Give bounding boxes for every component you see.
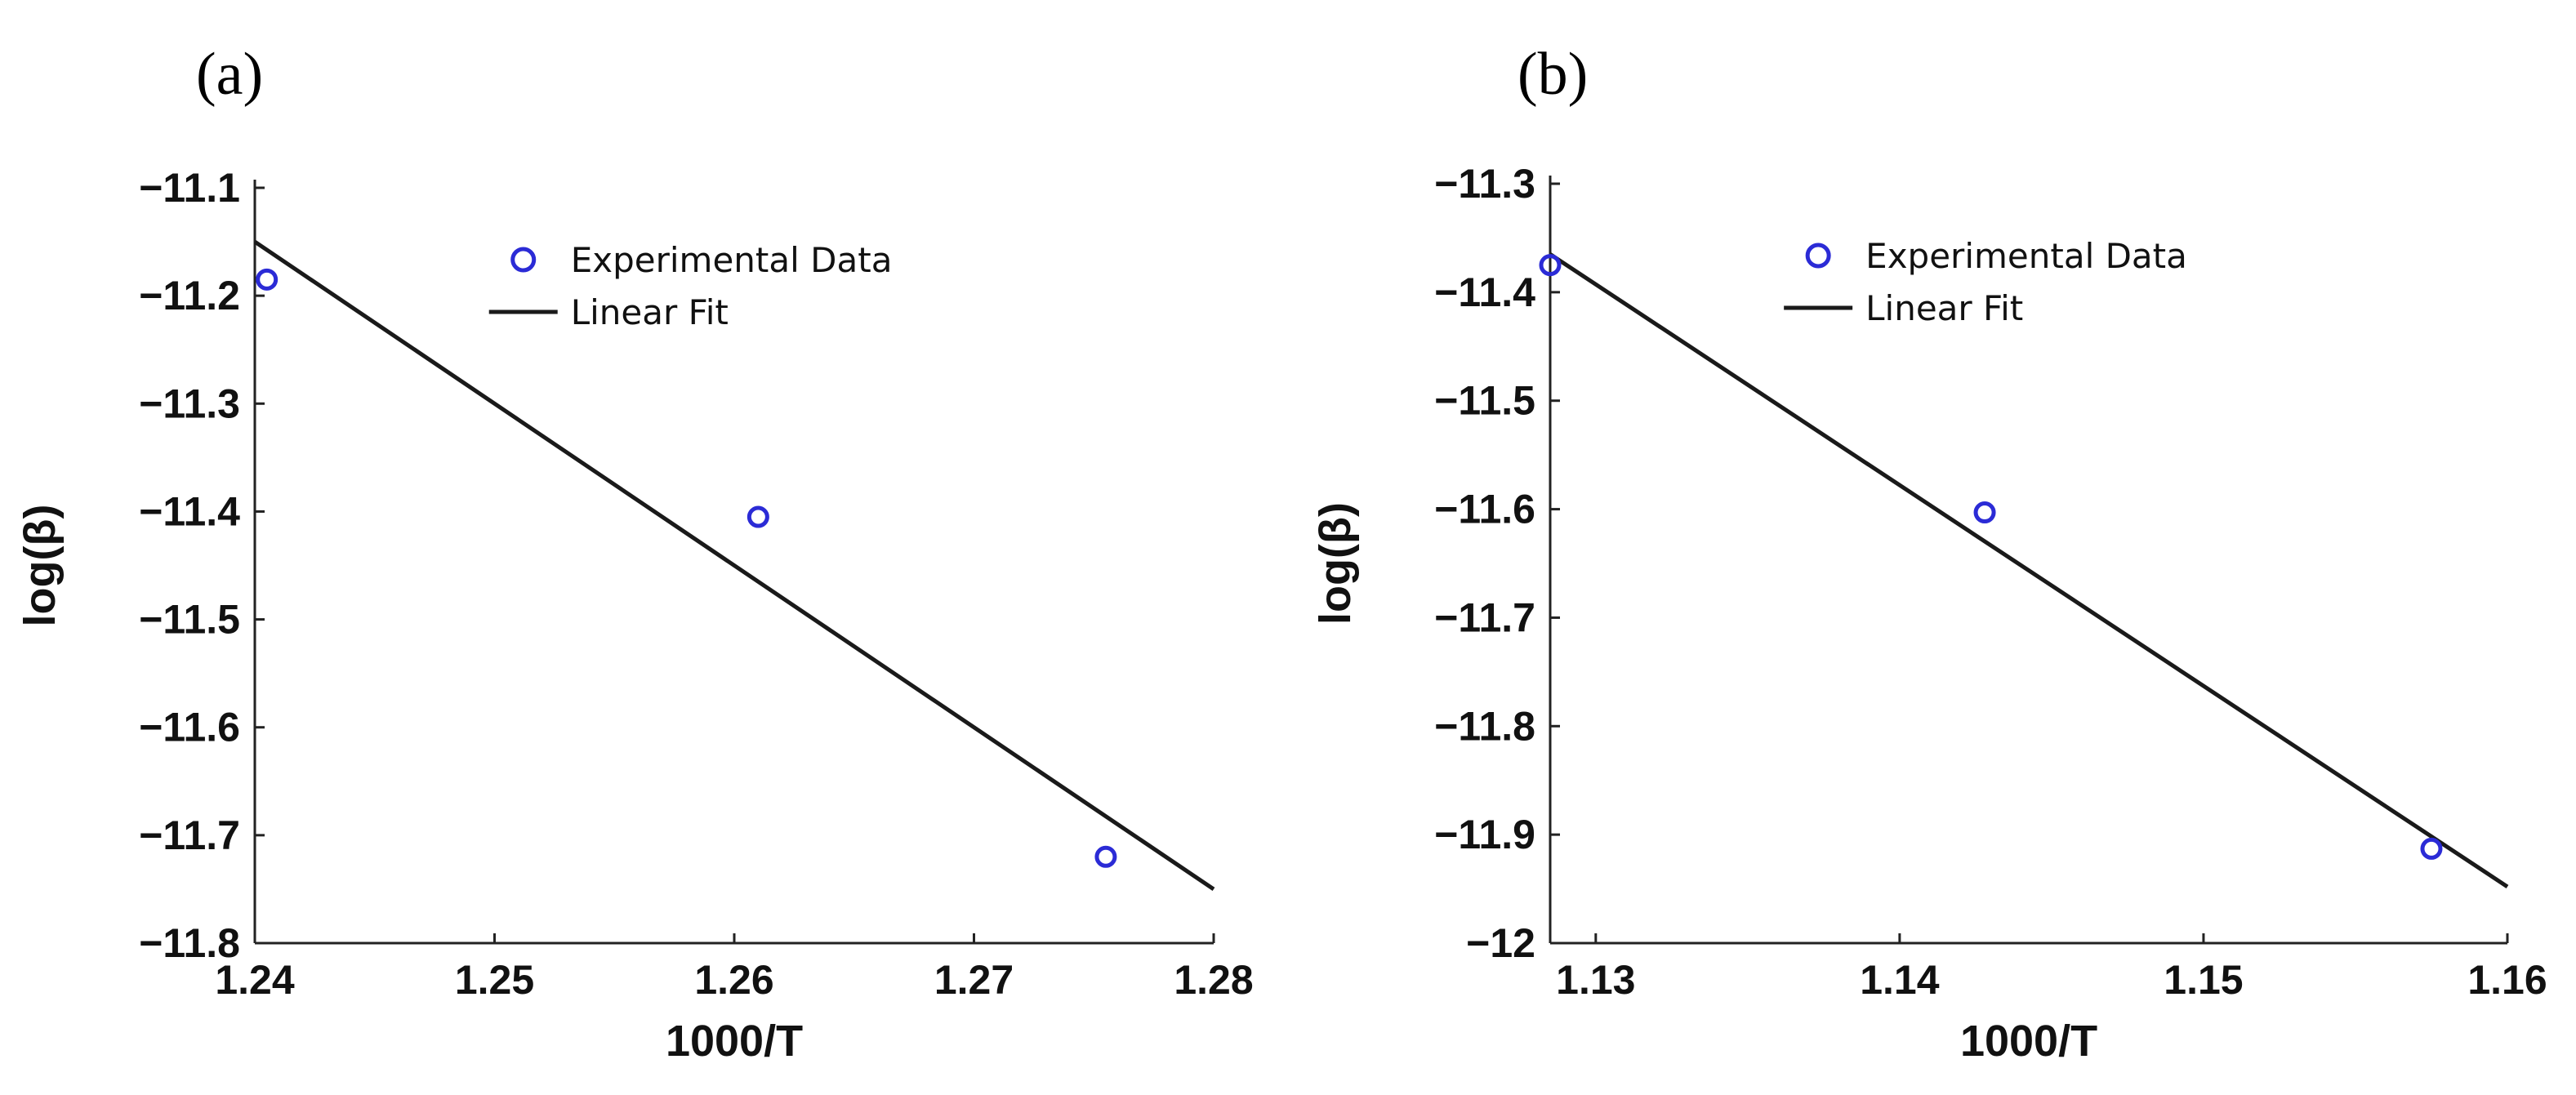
x-tick-label: 1.25	[455, 957, 534, 1003]
chart-panel-b: (b) −11.3 −11.4 −11.5 −11.6 −11.7 −11.8 −11.9 −1…	[1311, 41, 2547, 1066]
panel-label: (a)	[196, 41, 263, 108]
chart-panel-a: (a) −11.1 −11.2 −11.3 −11.4 −11.5 −11.6 −11.7 −1…	[16, 41, 1254, 1066]
data-point	[1973, 501, 1996, 524]
y-tick-label: −11.1	[139, 165, 240, 211]
y-tick-label: −11.2	[139, 273, 240, 318]
x-tick-label: 1.16	[2467, 957, 2547, 1003]
y-tick-label: −11.9	[1434, 812, 1535, 857]
linear-fit-line	[1549, 252, 2509, 888]
y-tick-label: −11.7	[139, 812, 240, 858]
x-tick-label: 1.14	[1860, 957, 1940, 1003]
y-tick-label: −11.8	[139, 920, 240, 966]
legend-label: Experimental Data	[1865, 236, 2187, 276]
legend-label: Linear Fit	[571, 292, 729, 332]
y-tick-label: −11.3	[139, 381, 240, 426]
legend-label: Experimental Data	[571, 240, 893, 280]
y-tick-label: −11.6	[1434, 487, 1535, 532]
data-point	[256, 268, 279, 291]
y-axis-label: log(β)	[1311, 502, 1360, 625]
x-tick-label: 1.15	[2164, 957, 2243, 1003]
data-point	[1539, 254, 1562, 277]
y-tick-label: −11.4	[139, 488, 240, 534]
y-tick-label: −11.4	[1434, 269, 1535, 315]
data-point	[1094, 845, 1117, 868]
y-axis-label: log(β)	[16, 505, 65, 627]
panel-label: (b)	[1518, 41, 1588, 108]
y-tick-label: −11.3	[1434, 161, 1535, 207]
y-tick-label: −11.6	[139, 705, 240, 750]
legend-marker-circle	[1805, 243, 1831, 269]
x-tick-label: 1.28	[1174, 957, 1253, 1003]
x-tick-label: 1.13	[1556, 957, 1635, 1003]
x-axis-label: 1000/T	[666, 1017, 803, 1066]
y-tick-label: −11.5	[139, 597, 240, 643]
y-tick-label: −11.8	[1434, 703, 1535, 749]
data-point	[2420, 837, 2443, 860]
linear-fit-line	[253, 239, 1215, 892]
data-point	[747, 505, 769, 528]
x-tick-label: 1.24	[215, 957, 295, 1003]
x-axis-label: 1000/T	[1960, 1017, 2097, 1066]
y-tick-label: −11.7	[1434, 594, 1535, 640]
legend-label: Linear Fit	[1865, 288, 2023, 328]
x-tick-label: 1.27	[934, 957, 1014, 1003]
y-tick-label: −12	[1466, 920, 1535, 966]
y-tick-label: −11.5	[1434, 378, 1535, 424]
legend-marker-circle	[510, 247, 537, 273]
x-tick-label: 1.26	[694, 957, 773, 1003]
